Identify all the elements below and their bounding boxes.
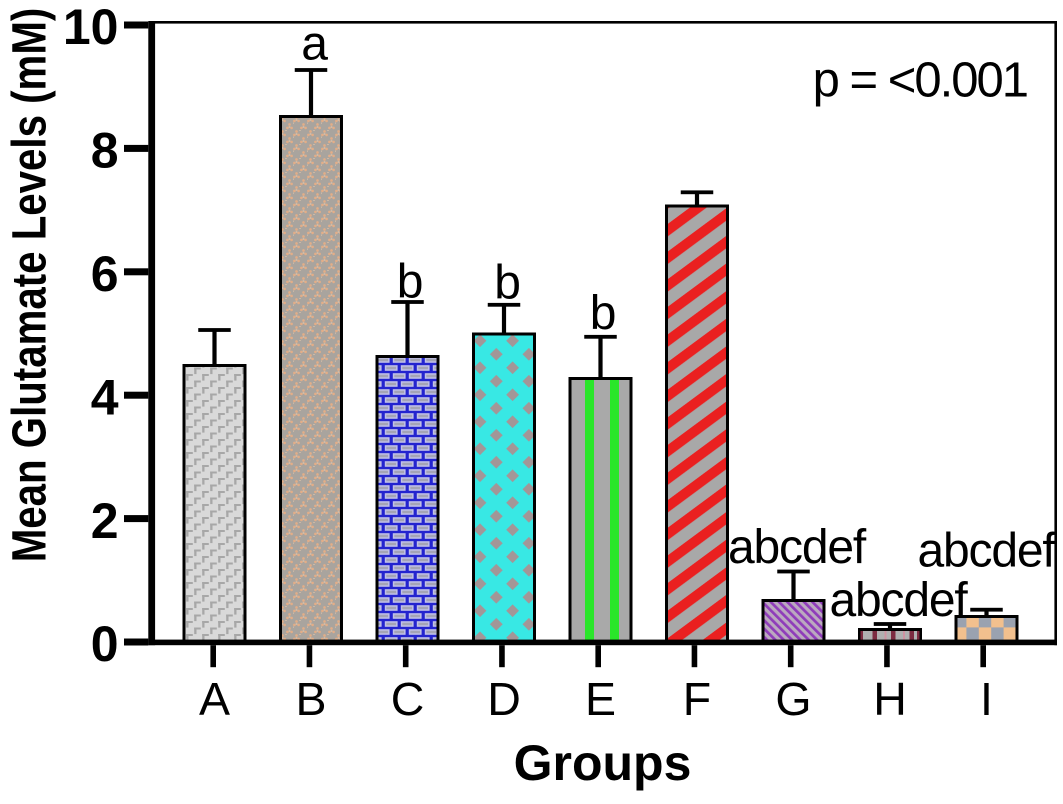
svg-text:I: I	[980, 673, 993, 725]
svg-text:10: 10	[63, 0, 119, 55]
svg-text:E: E	[585, 673, 616, 725]
svg-text:B: B	[295, 673, 326, 725]
svg-text:G: G	[775, 673, 811, 725]
svg-text:b: b	[590, 287, 616, 340]
svg-text:b: b	[494, 257, 520, 310]
svg-text:Mean Glutamate Levels (mM): Mean Glutamate Levels (mM)	[3, 8, 56, 563]
svg-text:C: C	[391, 673, 425, 725]
svg-text:2: 2	[91, 493, 119, 549]
svg-text:4: 4	[91, 369, 119, 425]
svg-text:abcdef: abcdef	[830, 574, 969, 627]
svg-text:D: D	[487, 673, 521, 725]
svg-text:H: H	[873, 673, 907, 725]
svg-text:6: 6	[91, 246, 119, 302]
svg-text:abcdef: abcdef	[728, 521, 867, 574]
svg-text:A: A	[199, 673, 230, 725]
svg-text:a: a	[301, 18, 328, 71]
svg-text:Groups: Groups	[514, 735, 692, 791]
svg-text:8: 8	[91, 123, 119, 179]
svg-text:p = <0.001: p = <0.001	[813, 54, 1027, 108]
svg-text:b: b	[397, 256, 423, 309]
svg-text:abcdef: abcdef	[918, 525, 1057, 578]
svg-text:0: 0	[91, 616, 119, 672]
svg-text:F: F	[683, 673, 711, 725]
